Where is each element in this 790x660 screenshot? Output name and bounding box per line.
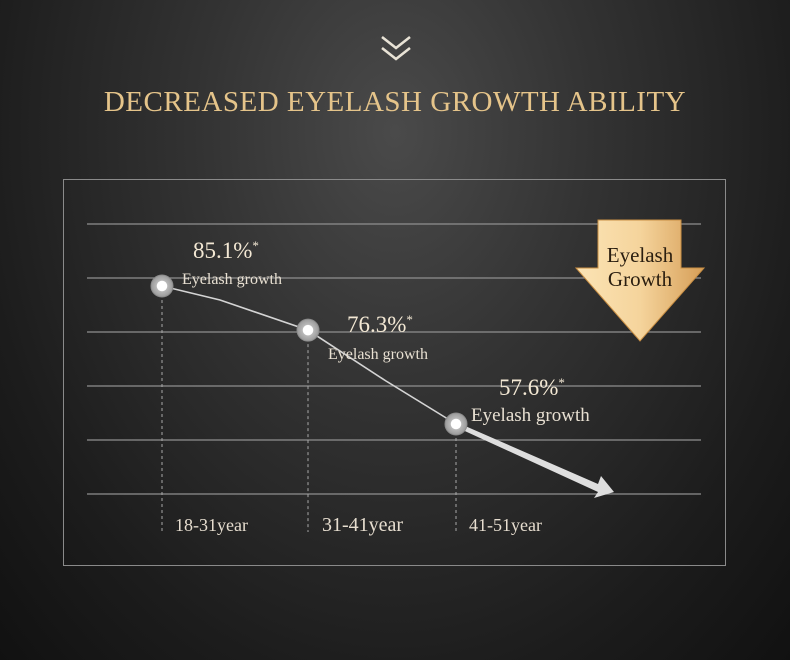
- point-caption: Eyelash growth: [471, 405, 590, 426]
- double-chevron-down-icon: [381, 35, 411, 61]
- x-tick-label: 41-51year: [469, 515, 542, 535]
- data-point: [150, 274, 174, 298]
- point-caption: Eyelash growth: [328, 346, 428, 363]
- page-title: DECREASED EYELASH GROWTH ABILITY: [103, 86, 687, 118]
- data-point: [444, 412, 468, 436]
- trend-arrow: [456, 422, 614, 498]
- badge-label-line2: Growth: [608, 267, 673, 291]
- chart-frame: [63, 179, 726, 566]
- value-label: 76.3%*: [347, 312, 413, 337]
- value-label: 57.6%*: [499, 375, 565, 400]
- value-label: 85.1%*: [193, 238, 259, 263]
- down-arrow-icon: [574, 219, 706, 342]
- data-point: [296, 318, 320, 342]
- badge-label-line1: Eyelash: [607, 243, 674, 267]
- eyelash-growth-badge: Eyelash Growth: [574, 219, 706, 342]
- x-tick-label: 18-31year: [175, 515, 248, 535]
- point-caption: Eyelash growth: [182, 271, 282, 288]
- x-tick-label: 31-41year: [322, 514, 403, 536]
